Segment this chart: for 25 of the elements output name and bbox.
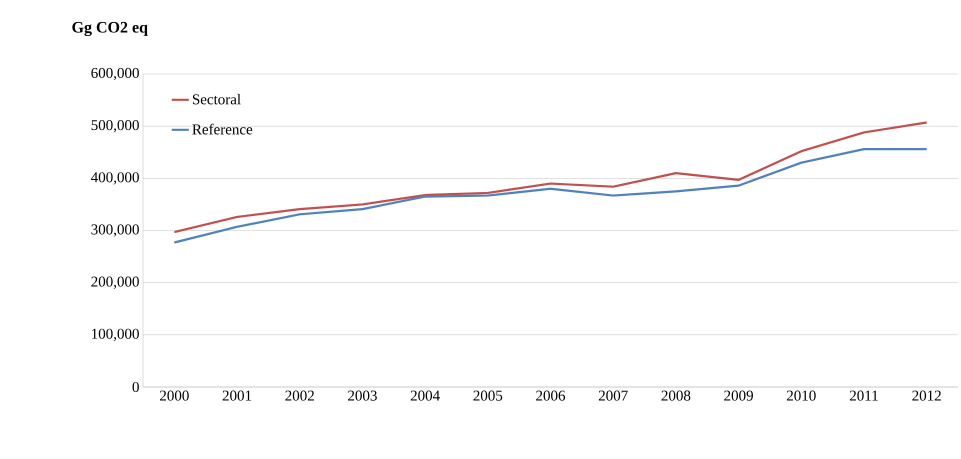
x-tick-label: 2011 xyxy=(850,390,878,401)
legend-label: Sectoral xyxy=(192,94,241,104)
x-tick-label: 2001 xyxy=(222,390,252,401)
x-tick-label: 2008 xyxy=(662,390,690,401)
x-tick-label: 2010 xyxy=(786,390,816,401)
x-tick-label: 2007 xyxy=(598,390,628,401)
x-tick-label: 2009 xyxy=(724,390,753,401)
x-tick-label: 2006 xyxy=(536,390,566,401)
x-tick-label: 2004 xyxy=(410,390,440,401)
y-tick-label: 0 xyxy=(132,382,139,392)
x-tick-label: 2005 xyxy=(473,390,502,401)
legend-label: Reference xyxy=(192,124,252,134)
y-tick-label: 400,000 xyxy=(91,172,139,184)
x-tick-label: 2000 xyxy=(160,390,189,401)
y-tick-label: 500,000 xyxy=(92,120,139,132)
y-tick-label: 300,000 xyxy=(91,224,139,237)
x-tick-label: 2002 xyxy=(285,390,314,401)
x-tick-label: 2012 xyxy=(912,390,941,401)
x-tick-label: 2003 xyxy=(348,390,377,401)
y-tick-label: 100,000 xyxy=(92,328,139,341)
line-series xyxy=(173,148,928,244)
y-tick-label: 600,000 xyxy=(91,68,139,80)
line-series xyxy=(173,121,928,234)
y-tick-label: 200,000 xyxy=(91,276,139,289)
y-axis-title: Gg CO2 eq xyxy=(72,22,148,36)
